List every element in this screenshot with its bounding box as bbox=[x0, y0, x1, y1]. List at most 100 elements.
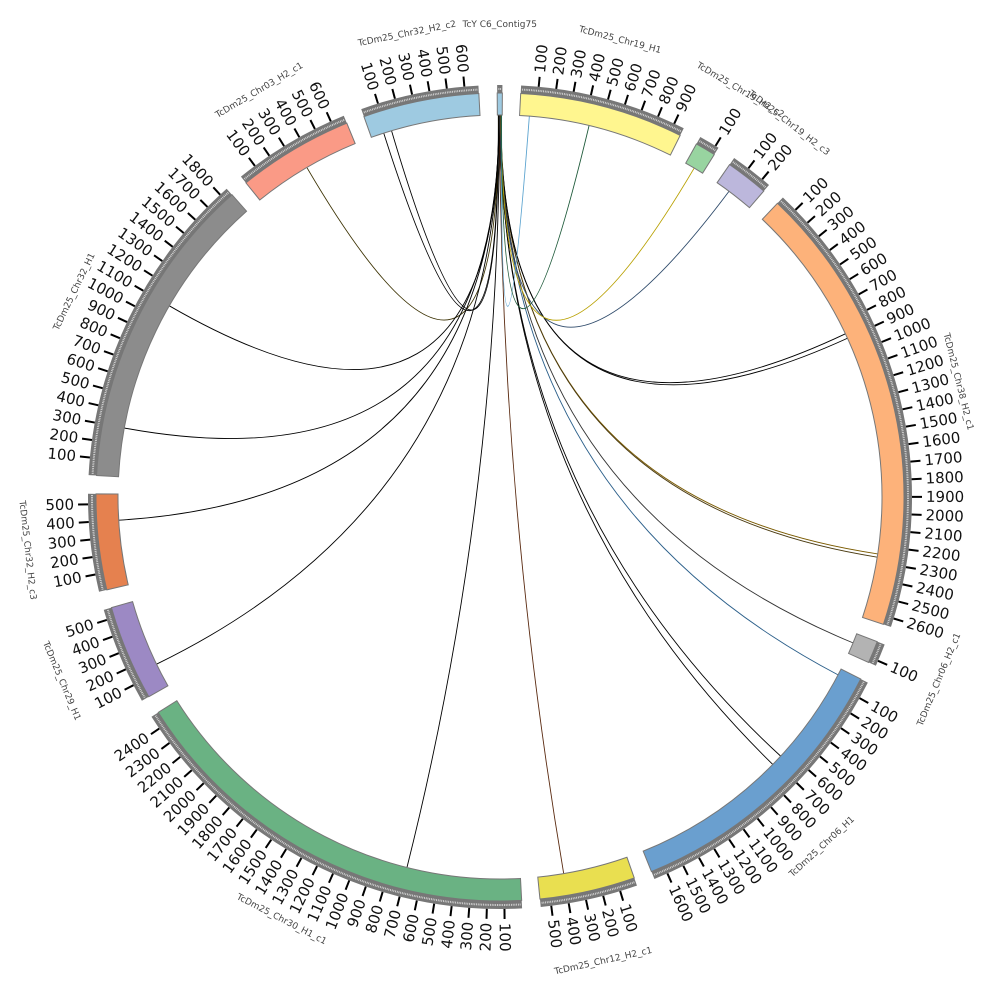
chromosome-segment[interactable] bbox=[110, 600, 169, 698]
minor-tick bbox=[135, 682, 139, 685]
minor-tick bbox=[339, 120, 342, 123]
minor-tick bbox=[890, 609, 893, 612]
minor-tick bbox=[214, 203, 217, 206]
minor-tick bbox=[197, 221, 200, 224]
minor-tick bbox=[849, 287, 852, 290]
minor-tick bbox=[212, 786, 215, 789]
minor-tick bbox=[123, 337, 126, 339]
minor-tick bbox=[257, 167, 260, 170]
minor-tick bbox=[249, 173, 252, 176]
minor-tick bbox=[308, 135, 310, 138]
minor-tick bbox=[151, 281, 155, 284]
chromosome-segment[interactable] bbox=[157, 700, 523, 902]
minor-tick bbox=[141, 693, 144, 695]
minor-tick bbox=[876, 341, 879, 343]
minor-tick bbox=[160, 723, 163, 726]
minor-tick bbox=[867, 321, 870, 324]
minor-tick bbox=[673, 126, 675, 130]
link-ribbon bbox=[499, 114, 774, 765]
minor-tick bbox=[308, 856, 311, 859]
minor-tick bbox=[373, 107, 375, 110]
minor-tick bbox=[341, 872, 344, 875]
major-tick bbox=[898, 388, 909, 394]
minor-tick bbox=[264, 161, 267, 164]
chromosome-segment[interactable] bbox=[363, 93, 481, 138]
minor-tick bbox=[776, 795, 779, 798]
minor-tick bbox=[134, 679, 137, 682]
minor-tick bbox=[811, 758, 814, 761]
minor-tick bbox=[879, 349, 882, 351]
minor-tick bbox=[168, 256, 171, 259]
minor-tick bbox=[891, 606, 894, 608]
minor-tick bbox=[189, 230, 192, 233]
chromosome-segment[interactable] bbox=[847, 633, 878, 664]
chromosome-segment[interactable] bbox=[496, 92, 503, 116]
minor-tick bbox=[195, 769, 199, 772]
minor-tick bbox=[215, 202, 218, 205]
minor-tick bbox=[179, 242, 182, 245]
major-tick bbox=[134, 284, 144, 292]
minor-tick bbox=[198, 771, 201, 774]
chromosome-segment[interactable] bbox=[519, 93, 681, 156]
chromosome-segment[interactable] bbox=[245, 122, 356, 201]
chromosome-segment[interactable] bbox=[96, 194, 248, 478]
minor-tick bbox=[738, 826, 741, 829]
minor-tick bbox=[795, 776, 798, 779]
minor-tick bbox=[736, 164, 739, 167]
minor-tick bbox=[616, 105, 618, 108]
major-tick bbox=[714, 136, 722, 147]
chromosome-segment[interactable] bbox=[95, 493, 129, 591]
minor-tick bbox=[136, 308, 139, 311]
minor-tick bbox=[291, 144, 294, 147]
minor-tick bbox=[820, 244, 823, 247]
minor-tick bbox=[699, 851, 701, 854]
chromosome-segment[interactable] bbox=[685, 143, 715, 174]
minor-tick bbox=[369, 882, 372, 885]
minor-tick bbox=[621, 106, 623, 109]
minor-tick bbox=[877, 647, 881, 649]
major-tick bbox=[378, 891, 384, 902]
minor-tick bbox=[839, 720, 842, 723]
chromosome-segment[interactable] bbox=[716, 163, 765, 209]
minor-tick bbox=[853, 698, 856, 701]
minor-tick bbox=[191, 764, 194, 766]
minor-tick bbox=[891, 385, 894, 388]
minor-tick bbox=[663, 869, 665, 872]
minor-tick bbox=[110, 621, 113, 623]
minor-tick bbox=[234, 806, 237, 809]
major-tick bbox=[212, 186, 221, 196]
chromosome-segment[interactable] bbox=[642, 668, 862, 873]
minor-tick bbox=[391, 102, 394, 105]
minor-tick bbox=[756, 179, 758, 182]
minor-tick bbox=[323, 127, 326, 130]
link-ribbon bbox=[118, 115, 500, 521]
minor-tick bbox=[311, 858, 314, 861]
chromosome-segment[interactable] bbox=[537, 856, 635, 900]
minor-tick bbox=[666, 124, 669, 127]
minor-tick bbox=[751, 816, 754, 819]
minor-tick bbox=[761, 183, 764, 186]
minor-tick bbox=[845, 711, 848, 714]
major-tick bbox=[102, 635, 113, 642]
minor-tick bbox=[745, 170, 747, 173]
minor-tick bbox=[125, 332, 128, 335]
minor-tick bbox=[844, 278, 847, 281]
minor-tick bbox=[889, 377, 892, 379]
minor-tick bbox=[112, 365, 115, 367]
major-tick bbox=[585, 899, 590, 910]
minor-tick bbox=[613, 104, 615, 107]
minor-tick bbox=[873, 656, 877, 659]
minor-tick bbox=[284, 842, 287, 845]
major-tick bbox=[171, 756, 181, 764]
minor-tick bbox=[305, 855, 308, 858]
minor-tick bbox=[816, 751, 820, 754]
minor-tick bbox=[663, 122, 666, 125]
minor-tick bbox=[870, 326, 873, 329]
minor-tick bbox=[743, 169, 746, 172]
major-tick bbox=[311, 865, 318, 876]
minor-tick bbox=[732, 161, 735, 164]
chromosome-segment[interactable] bbox=[761, 202, 905, 626]
